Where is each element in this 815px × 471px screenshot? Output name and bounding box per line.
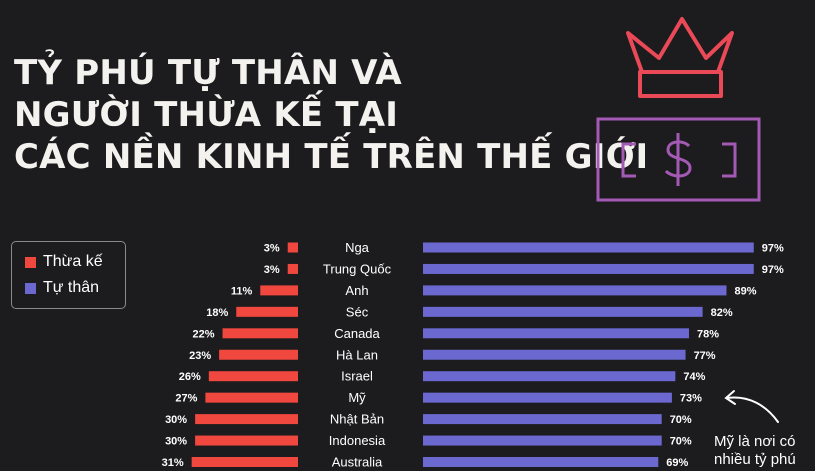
data-label-inherited: 22% [193, 328, 215, 340]
data-label-self-made: 78% [697, 328, 719, 340]
bar-inherited [219, 349, 298, 360]
category-label: Israel [341, 369, 373, 384]
data-label-inherited: 3% [264, 243, 280, 255]
data-label-self-made: 97% [762, 264, 784, 276]
bar-inherited [260, 285, 298, 296]
category-label: Australia [332, 455, 383, 470]
data-label-inherited: 23% [189, 350, 211, 362]
bar-inherited [205, 392, 298, 403]
bar-inherited [287, 242, 298, 253]
bar-inherited [195, 435, 298, 446]
data-label-self-made: 70% [670, 436, 692, 448]
legend-item-inherited: Thừa kế [25, 253, 103, 271]
category-label: Trung Quốc [323, 261, 392, 276]
crown-icon [626, 17, 734, 98]
bar-self-made [423, 306, 703, 317]
bar-inherited [191, 457, 298, 467]
category-label: Indonesia [329, 433, 386, 448]
bar-self-made [423, 285, 727, 296]
bar-self-made [423, 414, 662, 425]
annotation: Mỹ là nơi có nhiều tỷ phú [714, 433, 815, 469]
page-title: TỶ PHÚ TỰ THÂN VÀ NGƯỜI THỪA KẾ TẠI CÁC … [14, 52, 648, 178]
bar-self-made [423, 328, 689, 339]
legend-label-self-made: Tự thân [43, 279, 100, 296]
category-label: Nga [345, 240, 370, 255]
bar-inherited [208, 371, 298, 382]
bar-self-made [423, 263, 754, 274]
data-label-self-made: 69% [666, 457, 688, 469]
data-label-self-made: 73% [680, 393, 702, 405]
category-label: Anh [345, 283, 368, 298]
data-label-inherited: 18% [206, 307, 228, 319]
bar-self-made [423, 392, 672, 403]
bar-self-made [423, 435, 662, 446]
bar-inherited [287, 263, 298, 274]
arrow-icon [724, 390, 779, 423]
data-label-self-made: 77% [694, 350, 716, 362]
data-label-self-made: 74% [683, 371, 705, 383]
bar-inherited [195, 414, 298, 425]
title-line-3: CÁC NỀN KINH TẾ TRÊN THẾ GIỚI [14, 137, 649, 177]
legend: Thừa kế Tự thân [11, 241, 126, 309]
data-label-self-made: 82% [711, 307, 733, 319]
data-label-self-made: 97% [762, 243, 784, 255]
title-line-1: TỶ PHÚ TỰ THÂN VÀ [14, 53, 402, 93]
category-label: Nhật Bản [330, 412, 384, 427]
bar-self-made [423, 457, 659, 467]
bar-self-made [423, 349, 686, 360]
dollar-bill-icon [596, 117, 761, 202]
data-label-inherited: 30% [165, 414, 187, 426]
annotation-line-1: Mỹ là nơi có [714, 433, 796, 450]
data-label-inherited: 26% [179, 371, 201, 383]
category-label: Séc [346, 304, 369, 319]
data-label-inherited: 3% [264, 264, 280, 276]
bar-self-made [423, 371, 676, 382]
bar-inherited [236, 306, 298, 317]
data-label-inherited: 30% [165, 436, 187, 448]
legend-item-self-made: Tự thân [25, 279, 99, 297]
legend-swatch-self-made [25, 282, 36, 294]
category-label: Mỹ [348, 390, 366, 405]
data-label-self-made: 70% [670, 414, 692, 426]
title-line-2: NGƯỜI THỪA KẾ TẠI [14, 95, 399, 135]
legend-label-inherited: Thừa kế [43, 253, 103, 270]
category-label: Hà Lan [336, 347, 378, 362]
annotation-line-2: nhiều tỷ phú [714, 451, 796, 468]
data-label-inherited: 31% [162, 457, 184, 469]
data-label-inherited: 27% [175, 393, 197, 405]
bar-self-made [423, 242, 754, 253]
data-label-inherited: 11% [231, 285, 253, 297]
legend-swatch-inherited [25, 256, 36, 268]
bar-inherited [222, 328, 298, 339]
category-label: Canada [334, 326, 380, 341]
data-label-self-made: 89% [734, 285, 756, 297]
